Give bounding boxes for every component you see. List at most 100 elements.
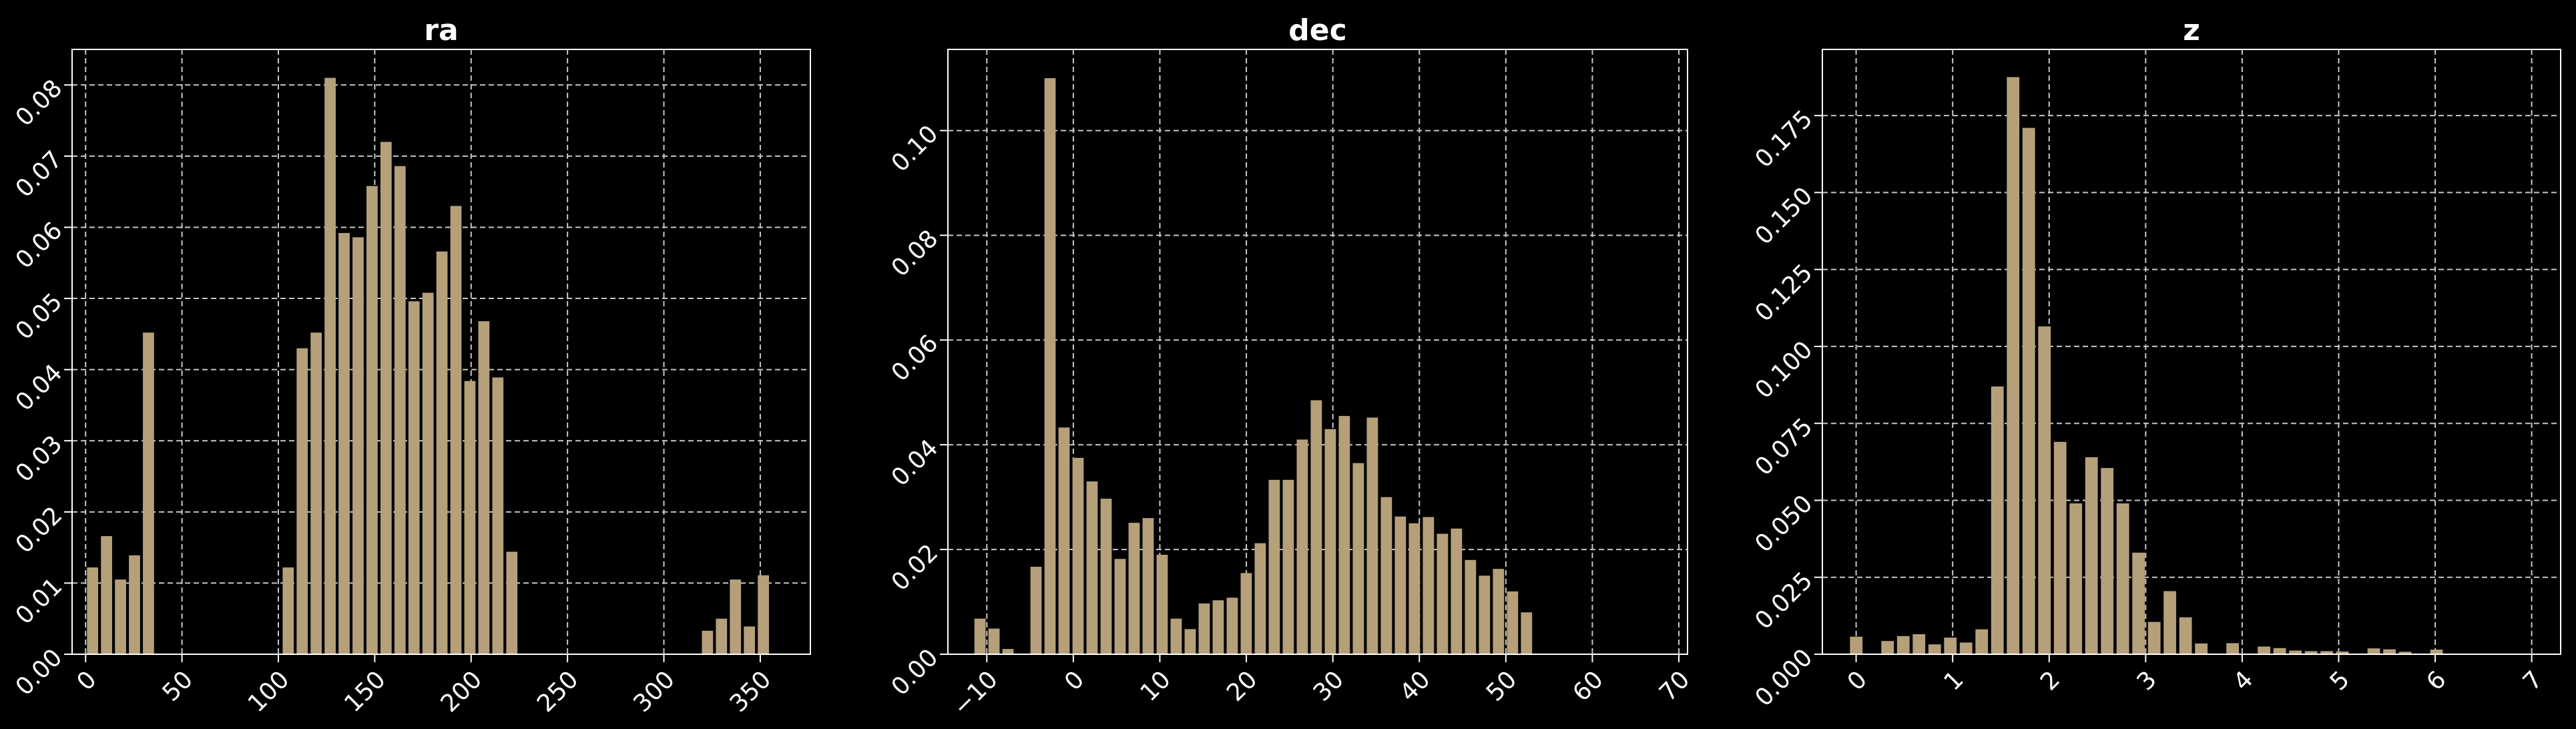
histogram-bar (2430, 650, 2443, 654)
histogram-bar (338, 232, 350, 654)
histogram-bar (2179, 617, 2192, 654)
y-tick-label: 0.05 (11, 288, 68, 346)
histogram-bar (87, 567, 99, 654)
histogram-bar (2195, 643, 2208, 654)
histogram-bar (1268, 479, 1280, 654)
histogram-bar (2007, 77, 2020, 654)
histogram-bar (310, 332, 322, 654)
x-tick-label: 350 (725, 666, 777, 718)
x-tick-label: 0 (1842, 666, 1872, 696)
y-tick-label: 0.125 (1750, 259, 1818, 327)
histogram-bar (1975, 629, 1989, 654)
histogram-bar (2367, 648, 2380, 654)
x-tick-label: 0 (1059, 666, 1089, 696)
histogram-bar (2304, 651, 2318, 654)
histogram-bar (464, 381, 476, 654)
histogram-bar (282, 567, 294, 654)
chart-title: ra (424, 13, 458, 47)
histogram-bar (1044, 78, 1056, 654)
histogram-bar (1493, 569, 1505, 654)
axes-frame (947, 49, 1688, 655)
y-tick-label: 0.150 (1750, 182, 1818, 250)
x-tick-label: 100 (243, 666, 295, 718)
z-histogram-panel: 0 1 2 3 4 5 6 7 0.000 0.025 0.050 0.075 0.100 0.125 0.… (1750, 13, 2561, 712)
y-tick-label: 0.02 (886, 539, 944, 597)
histogram-bar (1072, 457, 1084, 654)
histogram-bar (988, 628, 1000, 654)
histogram-bar (1254, 543, 1266, 654)
x-tick-label: 300 (628, 666, 680, 718)
histogram-bar (744, 626, 756, 654)
histogram-bar (730, 579, 742, 654)
x-tick-label: 70 (1654, 666, 1695, 706)
y-tick-label: 0.04 (11, 359, 68, 417)
x-tick-label: 40 (1394, 666, 1435, 706)
y-tick-label: 0.00 (886, 644, 944, 701)
x-tick-label: 60 (1568, 666, 1609, 706)
y-tick-label: 0.03 (11, 431, 68, 488)
chart-title: dec (1288, 13, 1346, 47)
histogram-bar (506, 551, 518, 654)
x-tick-label: 200 (436, 666, 488, 718)
y-tick-label: 0.050 (1750, 490, 1818, 558)
histogram-bar (702, 630, 714, 654)
histogram-bar (143, 332, 154, 654)
histogram-bar (1928, 644, 1941, 654)
histogram-bar (1437, 533, 1449, 654)
histogram-bar (2258, 646, 2271, 654)
histogram-bar (352, 237, 364, 654)
histogram-bar (492, 377, 504, 654)
histogram-bar (2273, 648, 2286, 654)
ra-histogram-panel: 0 50 100 150 200 250 300 350 0.00 0.01 0.02 0.03 0.0… (11, 13, 811, 718)
histogram-bar (1002, 649, 1014, 654)
y-tick-label: 0.02 (11, 501, 68, 559)
histogram-bar (1959, 642, 1973, 654)
histogram-bar (1100, 499, 1112, 654)
histogram-bar (380, 142, 392, 655)
histogram-bar (129, 555, 140, 654)
histogram-bar (1338, 416, 1350, 654)
histogram-bar (450, 206, 462, 654)
histogram-bar (478, 321, 490, 654)
histogram-bar (1128, 523, 1140, 654)
y-tick-label: 0.10 (886, 120, 944, 178)
histogram-bar (1423, 517, 1435, 654)
histogram-bar (1226, 597, 1238, 654)
y-tick-label: 0.000 (1750, 644, 1818, 712)
histogram-bar (1507, 591, 1519, 654)
x-tick-label: 0 (71, 666, 101, 696)
histogram-bar (2101, 468, 2114, 654)
x-tick-label: 250 (532, 666, 584, 718)
y-tick-label: 0.01 (11, 573, 68, 630)
histogram-bar (1310, 400, 1322, 654)
histogram-bar (1030, 567, 1042, 654)
y-tick-label: 0.100 (1750, 336, 1818, 404)
histogram-bar (974, 618, 986, 654)
histogram-bar (1408, 523, 1421, 654)
histogram-bar (366, 186, 378, 654)
histogram-bar (1212, 600, 1224, 654)
histogram-bar (422, 292, 434, 655)
x-tick-label: 30 (1308, 666, 1349, 706)
histogram-bar (716, 618, 728, 654)
histogram-bar (101, 536, 112, 654)
histogram-bar (2289, 650, 2302, 654)
histogram-bar (1240, 573, 1252, 654)
histogram-bar (115, 579, 126, 654)
histogram-bar (296, 348, 308, 654)
histogram-bar (1479, 575, 1491, 654)
histogram-bar (2132, 552, 2145, 654)
histogram-bar (1991, 386, 2004, 654)
x-tick-label: 7 (2518, 666, 2548, 696)
histogram-bar (2336, 651, 2349, 654)
histogram-bar (2022, 128, 2035, 655)
histogram-bar (2398, 652, 2412, 654)
y-tick-label: 0.07 (11, 146, 68, 203)
histogram-bar (2383, 649, 2396, 654)
y-tick-label: 0.06 (886, 330, 944, 387)
x-tick-label: 150 (339, 666, 391, 718)
x-tick-label: 6 (2421, 666, 2451, 696)
histogram-bar (1142, 518, 1154, 654)
histogram-bar (324, 77, 336, 654)
